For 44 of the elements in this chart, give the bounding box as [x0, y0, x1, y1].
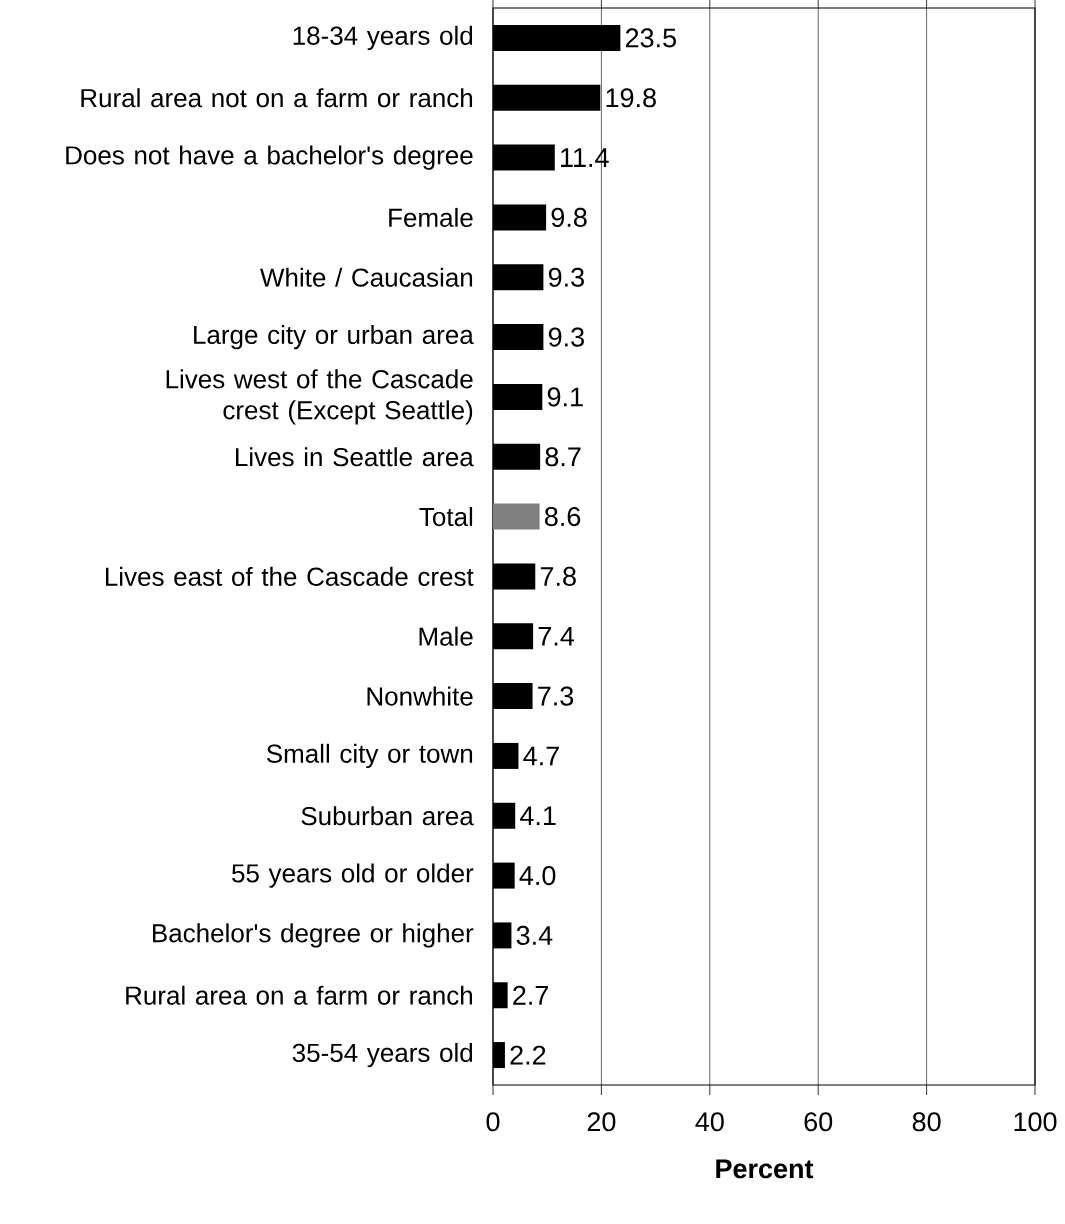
x-tick-label: 100 [1014, 1112, 1057, 1132]
data-label: 9.8 [551, 207, 587, 227]
x-tick-label: 0 [486, 1112, 500, 1132]
data-label: 9.3 [548, 267, 584, 287]
data-label: 7.8 [540, 566, 576, 586]
y-tick-label: Does not have a bachelor's degree [66, 145, 473, 170]
bar [493, 503, 540, 530]
y-tick-label: Nonwhite [367, 686, 473, 706]
data-label: 11.4 [561, 148, 609, 167]
y-tick-label: Lives in Seattle area [236, 447, 474, 467]
y-tick-label: Rural area not on a farm or ranch [81, 88, 473, 108]
y-tick-label: 35-54 years old [292, 1042, 473, 1068]
y-tick-label: Suburban area [301, 806, 474, 826]
data-label: 7.3 [538, 686, 574, 706]
y-tick-label: Total [419, 507, 473, 527]
data-label: 8.6 [544, 507, 581, 527]
y-tick-label: 55 years old or older [232, 863, 474, 888]
y-tick-label: Female [389, 207, 473, 227]
data-label: 4.0 [519, 866, 556, 886]
x-tick-label: 20 [587, 1112, 616, 1132]
data-label: 7.4 [538, 626, 575, 646]
data-label: 3.4 [516, 925, 553, 945]
x-tick-label: 60 [804, 1112, 833, 1132]
data-label: 9.3 [548, 327, 584, 347]
y-tick-label: White / Caucasian [260, 267, 473, 287]
y-tick-label: Small city or town [266, 743, 473, 769]
data-label: 8.7 [545, 447, 581, 467]
data-label: 19.8 [606, 88, 656, 108]
y-tick-label: Large city or urban area [194, 324, 474, 350]
y-tick-label: Lives east of the Cascade crest [105, 566, 474, 586]
x-tick-label: 40 [695, 1112, 724, 1132]
data-label: 23.5 [625, 28, 676, 48]
data-label: 2.2 [510, 1045, 546, 1065]
y-tick-label: Rural area on a farm or ranch [126, 985, 473, 1005]
y-tick-label: Lives west of the Cascade crest (Except Seattle) [166, 369, 473, 425]
data-label: 9.1 [547, 387, 583, 407]
data-label: 2.7 [513, 985, 548, 1005]
data-label: 4.1 [520, 806, 556, 826]
data-label: 4.7 [523, 746, 559, 766]
x-axis-title: Percent [716, 1159, 814, 1179]
y-tick-label: 18-34 years old [293, 25, 473, 51]
x-tick-label: 80 [912, 1112, 941, 1132]
y-tick-label: Male [419, 626, 473, 646]
y-tick-label: Bachelor's degree or higher [153, 923, 474, 948]
